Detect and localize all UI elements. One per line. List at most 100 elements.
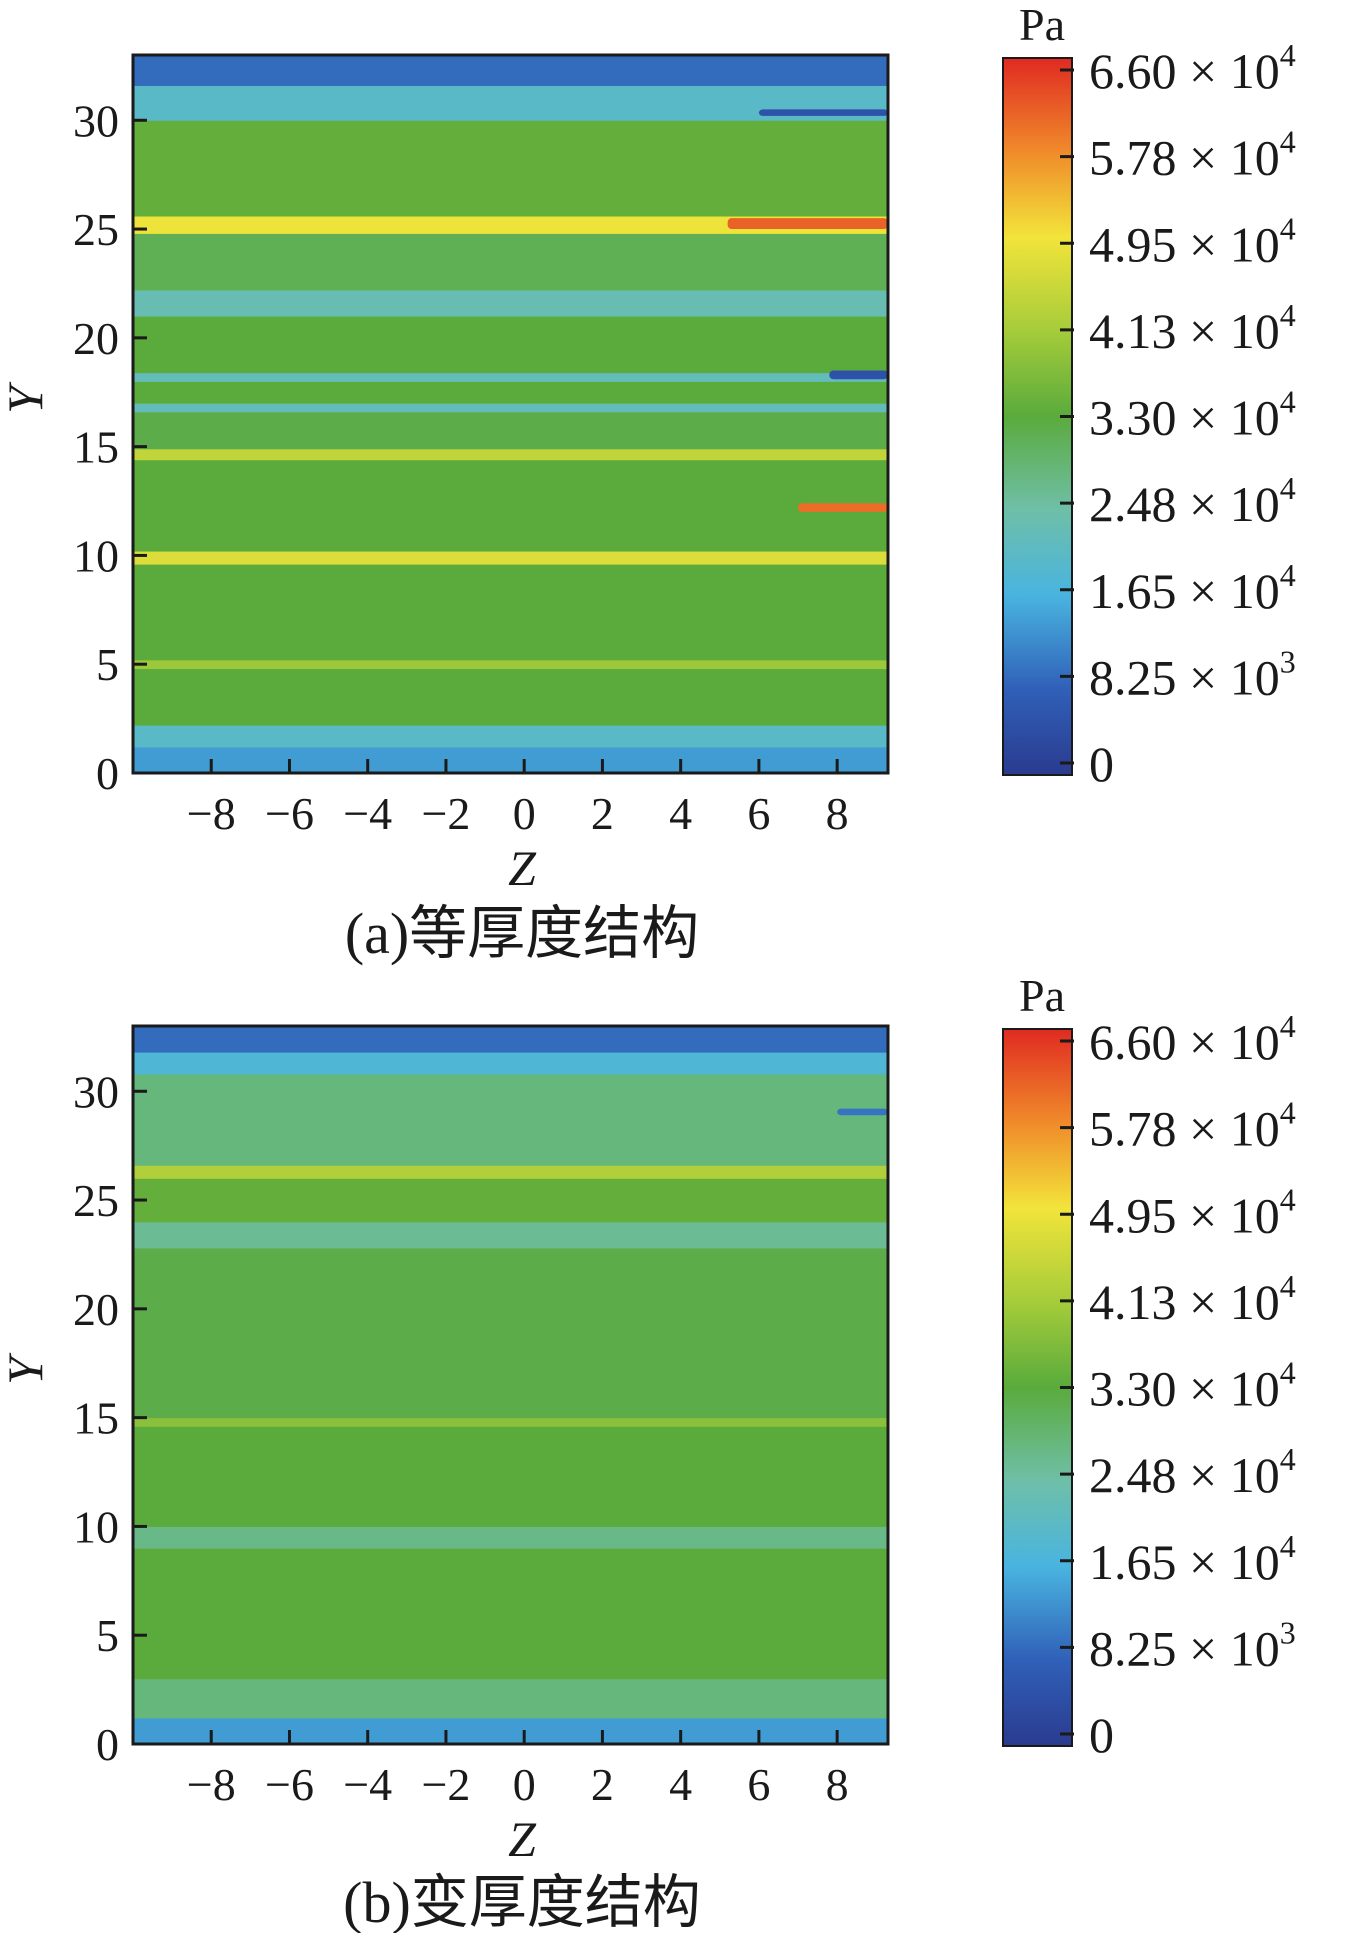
heat-band [133, 725, 888, 748]
colorbar-labels-b: 6.60 × 104 5.78 × 104 4.95 × 104 4.13 × 104… [1060, 1008, 1296, 1763]
x-tick-label: −4 [343, 788, 392, 839]
colorbar-label: 4.13 × 104 [1089, 297, 1296, 359]
colorbar-b: Pa 6.60 × 104 5.78 × 104 4.95 × 104 4.13 × … [1002, 970, 1296, 1763]
x-tick-label: 4 [669, 1759, 692, 1810]
colorbar-label: 3.30 × 104 [1089, 384, 1296, 446]
y-tick-label: 0 [96, 748, 119, 799]
heat-band [133, 1247, 888, 1419]
y-tick-label: 30 [73, 95, 119, 146]
heat-band [133, 289, 888, 317]
colorbar-label: 5.78 × 104 [1089, 124, 1296, 186]
colorbar-label: 0 [1089, 736, 1114, 792]
heat-band [133, 746, 888, 774]
heat-band [133, 1052, 888, 1075]
y-tick-label: 20 [73, 1284, 119, 1335]
heat-band [133, 459, 888, 552]
y-ticks-b: 0 5 10 15 20 25 30 [73, 1066, 147, 1770]
x-tick-label: −2 [421, 788, 470, 839]
plot-frame-a [131, 53, 890, 775]
y-tick-label: 10 [73, 530, 119, 581]
y-tick-label: 5 [96, 639, 119, 690]
x-tick-label: 2 [591, 1759, 614, 1810]
heat-hotspot [829, 370, 888, 380]
heat-hotspot [758, 109, 888, 116]
colorbar-unit-b: Pa [1019, 970, 1065, 1021]
colorbar-label: 2.48 × 104 [1089, 470, 1296, 532]
colorbar-label: 1.65 × 104 [1089, 557, 1296, 619]
heat-band [133, 372, 888, 382]
colorbar-label: 4.95 × 104 [1089, 1181, 1296, 1243]
heat-band [133, 120, 888, 217]
x-tick-label: −8 [187, 1759, 236, 1810]
x-tick-label: 6 [747, 788, 770, 839]
x-tick-label: 0 [513, 1759, 536, 1810]
heat-band [133, 403, 888, 413]
colorbar-label: 4.95 × 104 [1089, 210, 1296, 272]
colorbar-a: Pa 6.60 × 104 5.78 × 104 4.95 × 104 4.13 × … [1002, 0, 1296, 792]
heat-hotspot [837, 1108, 888, 1116]
heat-band [133, 1178, 888, 1223]
colorbar-label: 1.65 × 104 [1089, 1528, 1296, 1590]
heat-band [133, 1417, 888, 1427]
heat-band [133, 381, 888, 404]
heat-band [133, 1717, 888, 1745]
x-tick-label: 4 [669, 788, 692, 839]
x-axis-label-a: Z [508, 840, 537, 896]
y-tick-label: 0 [96, 1719, 119, 1770]
heat-band [133, 233, 888, 291]
colorbar-unit-a: Pa [1019, 0, 1065, 50]
caption-b: (b)变厚度结构 [343, 1870, 701, 1933]
heat-band [133, 1678, 888, 1719]
colorbar-label: 4.13 × 104 [1089, 1268, 1296, 1330]
y-tick-label: 15 [73, 1393, 119, 1444]
y-axis-label-a: Y [0, 381, 53, 414]
heat-band [133, 411, 888, 450]
x-axis-label-b: Z [508, 1811, 537, 1867]
colorbar-label: 6.60 × 104 [1089, 1008, 1296, 1070]
heat-band [133, 316, 888, 374]
y-tick-label: 25 [73, 204, 119, 255]
colorbar-labels-a: 6.60 × 104 5.78 × 104 4.95 × 104 4.13 × 104… [1060, 37, 1296, 792]
heat-band [133, 659, 888, 670]
y-axis-label-b: Y [0, 1352, 53, 1385]
y-tick-label: 25 [73, 1175, 119, 1226]
y-tick-label: 30 [73, 1066, 119, 1117]
heat-band [133, 1073, 888, 1166]
y-tick-label: 15 [73, 422, 119, 473]
x-tick-label: 8 [826, 788, 849, 839]
x-tick-label: −4 [343, 1759, 392, 1810]
plot-frame-b [131, 1024, 890, 1746]
heat-band [133, 55, 888, 86]
heat-hotspot [798, 503, 888, 512]
y-tick-label: 10 [73, 1501, 119, 1552]
heat-band [133, 551, 888, 565]
heatmap-b [133, 1026, 888, 1745]
heat-band [133, 1548, 888, 1680]
x-tick-label: 6 [747, 1759, 770, 1810]
y-tick-label: 5 [96, 1610, 119, 1661]
heat-hotspot [727, 218, 888, 230]
colorbar-label: 5.78 × 104 [1089, 1095, 1296, 1157]
y-ticks-a: 0 5 10 15 20 25 30 [73, 95, 147, 799]
y-tick-label: 20 [73, 313, 119, 364]
heat-band [133, 564, 888, 661]
colorbar-label: 8.25 × 103 [1089, 1614, 1296, 1676]
heat-band [133, 1165, 888, 1179]
heat-band [133, 1526, 888, 1549]
heat-band [133, 1221, 888, 1249]
heat-band [133, 668, 888, 726]
x-tick-label: 8 [826, 1759, 849, 1810]
colorbar-label: 8.25 × 103 [1089, 643, 1296, 705]
heat-band [133, 216, 888, 234]
x-tick-label: −6 [265, 1759, 314, 1810]
x-ticks-b: −8 −6 −4 −2 0 2 4 6 8 [187, 1730, 849, 1810]
colorbar-label: 2.48 × 104 [1089, 1441, 1296, 1503]
colorbar-label: 3.30 × 104 [1089, 1355, 1296, 1417]
x-tick-label: 2 [591, 788, 614, 839]
x-tick-label: 0 [513, 788, 536, 839]
x-ticks-a: −8 −6 −4 −2 0 2 4 6 8 [187, 759, 849, 839]
heat-band [133, 448, 888, 461]
